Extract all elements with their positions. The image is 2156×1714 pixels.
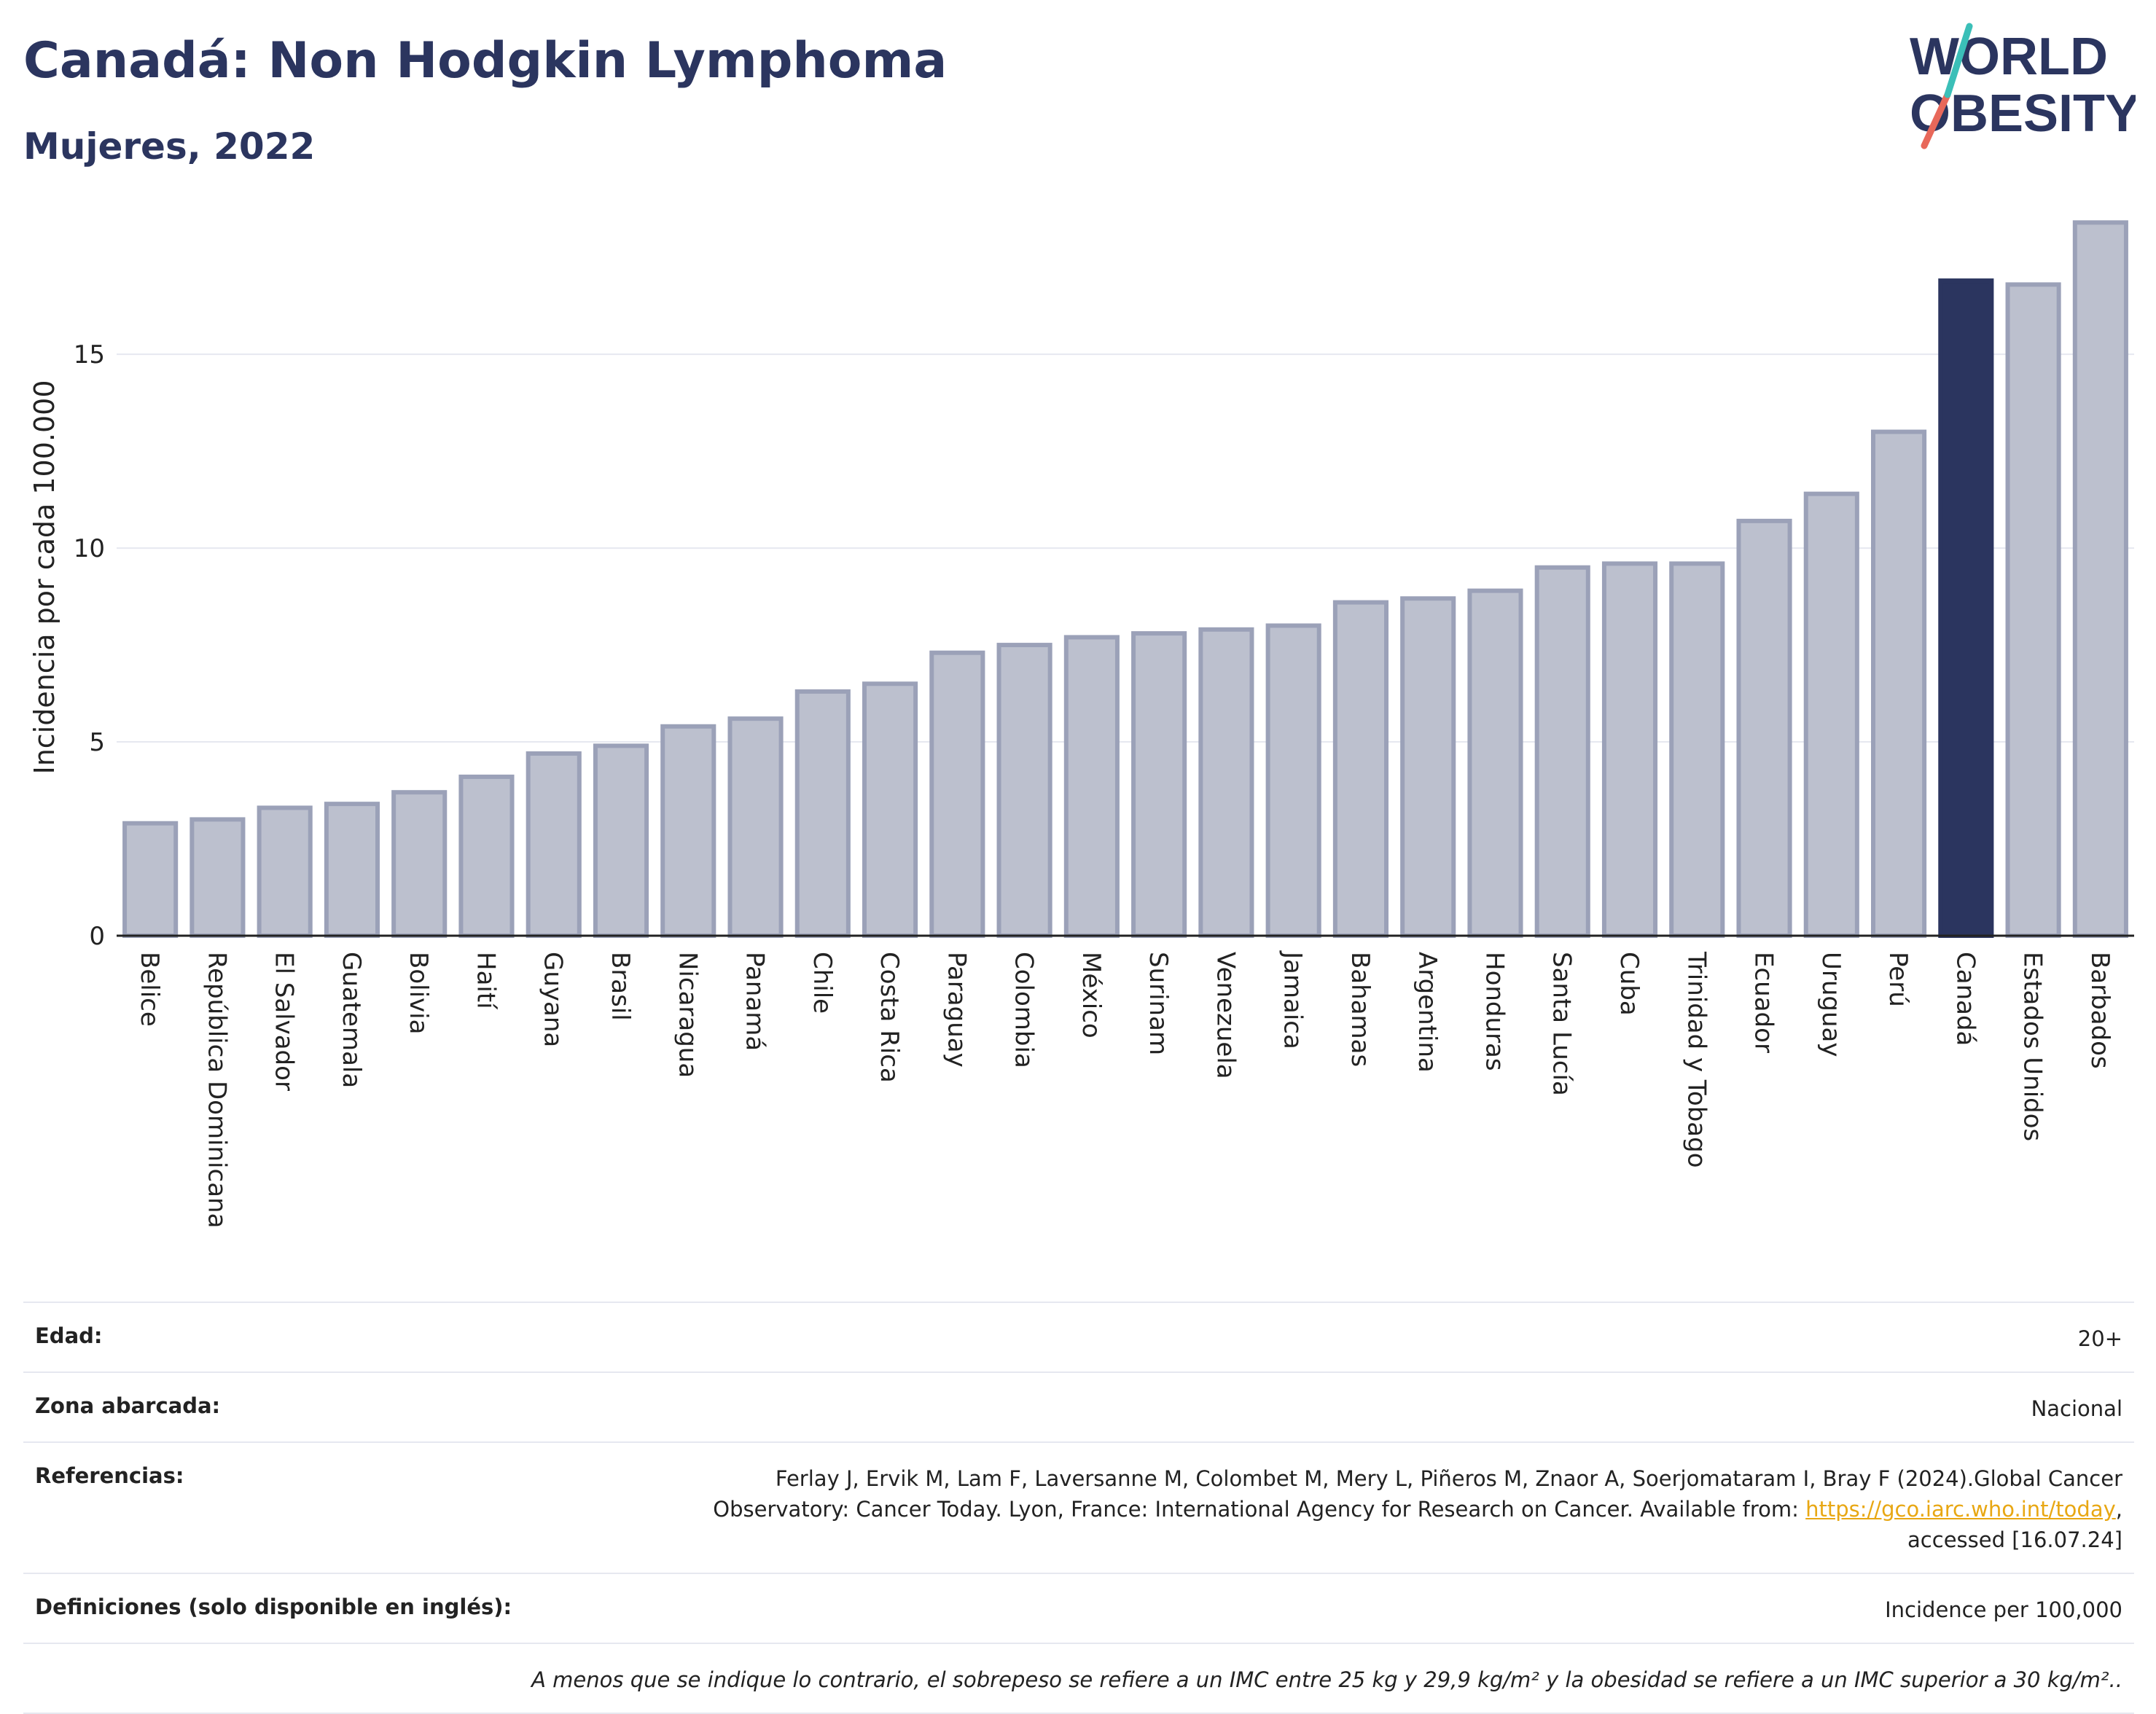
x-tick-label: Cuba bbox=[1614, 952, 1644, 1016]
bar-colombia bbox=[996, 643, 1052, 938]
references-comma: , bbox=[2115, 1497, 2122, 1522]
logo-slash-teal bbox=[1944, 23, 1973, 98]
x-tick-label: Chile bbox=[808, 952, 837, 1014]
bar-belice bbox=[122, 821, 179, 938]
x-tick-label: Panamá bbox=[741, 952, 770, 1051]
references-value: Ferlay J, Ervik M, Lam F, Laversanne M, … bbox=[713, 1463, 2122, 1555]
x-tick-label: El Salvador bbox=[270, 952, 299, 1091]
references-line2: Observatory: Cancer Today. Lyon, France:… bbox=[713, 1497, 1806, 1522]
x-tick-label: México bbox=[1077, 952, 1106, 1038]
info-row-definitions: Definiciones (solo disponible en inglés)… bbox=[23, 1573, 2134, 1643]
x-tick-label: Brasil bbox=[606, 952, 635, 1021]
references-link[interactable]: https://gco.iarc.who.int/today bbox=[1805, 1497, 2116, 1522]
bar-hait- bbox=[458, 774, 515, 938]
info-table: Edad: 20+ Zona abarcada: Nacional Refere… bbox=[23, 1302, 2134, 1714]
bar-bolivia bbox=[391, 790, 448, 938]
x-tick-label: Canadá bbox=[1950, 952, 1980, 1046]
bar-guatemala bbox=[324, 802, 380, 938]
references-line3: accessed [16.07.24] bbox=[1907, 1527, 2122, 1553]
x-tick-label: Argentina bbox=[1413, 952, 1442, 1073]
x-tick-label: Santa Lucía bbox=[1547, 952, 1577, 1096]
bar-costa-rica bbox=[862, 681, 918, 938]
bar-cuba bbox=[1601, 561, 1658, 938]
chart-title: Canadá: Non Hodgkin Lymphoma bbox=[23, 32, 948, 90]
bar-jamaica bbox=[1265, 623, 1321, 939]
x-tick-label: Colombia bbox=[1009, 952, 1039, 1068]
bar-guyana bbox=[526, 751, 582, 939]
info-row-age: Edad: 20+ bbox=[23, 1302, 2134, 1371]
x-tick-label: Surinam bbox=[1144, 952, 1173, 1055]
bar-santa-luc-a bbox=[1534, 565, 1590, 938]
x-tick-label: Haití bbox=[471, 952, 500, 1010]
x-tick-label: Costa Rica bbox=[875, 952, 904, 1083]
bar-m-xico bbox=[1063, 635, 1120, 938]
bar-estados-unidos bbox=[2005, 282, 2061, 938]
bar-nicaragua bbox=[660, 724, 716, 938]
bar-chile bbox=[794, 689, 851, 938]
bar-barbados bbox=[2072, 220, 2128, 938]
x-tick-label: Uruguay bbox=[1816, 952, 1846, 1057]
age-value: 20+ bbox=[2077, 1326, 2122, 1351]
x-tick-label: Guyana bbox=[539, 952, 568, 1047]
bar-brasil bbox=[593, 743, 649, 938]
references-label: Referencias: bbox=[35, 1463, 184, 1489]
references-line1: Ferlay J, Ervik M, Lam F, Laversanne M, … bbox=[775, 1466, 2122, 1492]
x-tick-label: Ecuador bbox=[1749, 952, 1778, 1053]
bar-surinam bbox=[1131, 631, 1187, 938]
world-obesity-logo: WORLD OBESITY bbox=[1910, 23, 2136, 149]
footnote: A menos que se indique lo contrario, el … bbox=[531, 1667, 2122, 1693]
info-row-references: Referencias: Ferlay J, Ervik M, Lam F, L… bbox=[23, 1441, 2134, 1573]
x-tick-label: Barbados bbox=[2085, 952, 2114, 1069]
y-tick-label: 0 bbox=[89, 922, 105, 951]
x-tick-label: Perú bbox=[1883, 952, 1913, 1007]
bar-paraguay bbox=[929, 650, 985, 938]
x-tick-label: Paraguay bbox=[942, 952, 971, 1068]
bar-honduras bbox=[1467, 588, 1523, 938]
bar-canad- bbox=[1938, 278, 1994, 938]
chart-subtitle: Mujeres, 2022 bbox=[23, 125, 316, 168]
x-tick-label: República Dominicana bbox=[202, 952, 231, 1228]
info-row-note: A menos que se indique lo contrario, el … bbox=[23, 1643, 2134, 1714]
bar-chart: 0 5 10 15 Incidencia por cada 100.000 Belice R… bbox=[28, 220, 2134, 1228]
x-tick-label: Estados Unidos bbox=[2018, 952, 2047, 1141]
age-label: Edad: bbox=[35, 1323, 103, 1348]
x-tick-label: Guatemala bbox=[337, 952, 366, 1088]
x-tick-label: Honduras bbox=[1480, 952, 1509, 1071]
bar-bahamas bbox=[1332, 600, 1388, 939]
bar-argentina bbox=[1400, 596, 1456, 938]
bar-panam- bbox=[727, 716, 784, 939]
bar-ecuador bbox=[1736, 518, 1792, 938]
y-tick-label: 5 bbox=[89, 728, 105, 757]
bar-el-salvador bbox=[257, 805, 313, 939]
x-tick-label: Nicaragua bbox=[673, 952, 702, 1078]
bar-trinidad-y-tobago bbox=[1669, 561, 1725, 938]
definitions-label: Definiciones (solo disponible en inglés)… bbox=[35, 1594, 512, 1620]
y-tick-label: 15 bbox=[74, 340, 105, 369]
x-tick-label: Trinidad y Tobago bbox=[1682, 951, 1711, 1168]
x-tick-label: Belice bbox=[135, 952, 164, 1027]
bar-uruguay bbox=[1803, 491, 1859, 938]
x-tick-label: Bolivia bbox=[404, 952, 433, 1034]
x-tick-label: Jamaica bbox=[1278, 950, 1308, 1049]
bar-rep-blica-dominicana bbox=[190, 817, 246, 938]
x-tick-label: Bahamas bbox=[1345, 952, 1375, 1067]
bar-venezuela bbox=[1198, 627, 1254, 938]
y-axis-title: Incidencia por cada 100.000 bbox=[28, 380, 60, 774]
logo-line1: WORLD bbox=[1910, 28, 2108, 86]
y-tick-label: 10 bbox=[74, 534, 105, 563]
definitions-value: Incidence per 100,000 bbox=[1885, 1597, 2122, 1623]
zone-label: Zona abarcada: bbox=[35, 1393, 221, 1419]
zone-value: Nacional bbox=[2031, 1396, 2122, 1422]
bar-per- bbox=[1871, 429, 1927, 938]
info-row-zone: Zona abarcada: Nacional bbox=[23, 1371, 2134, 1441]
x-tick-label: Venezuela bbox=[1211, 952, 1240, 1079]
logo-slash-red bbox=[1921, 91, 1951, 149]
